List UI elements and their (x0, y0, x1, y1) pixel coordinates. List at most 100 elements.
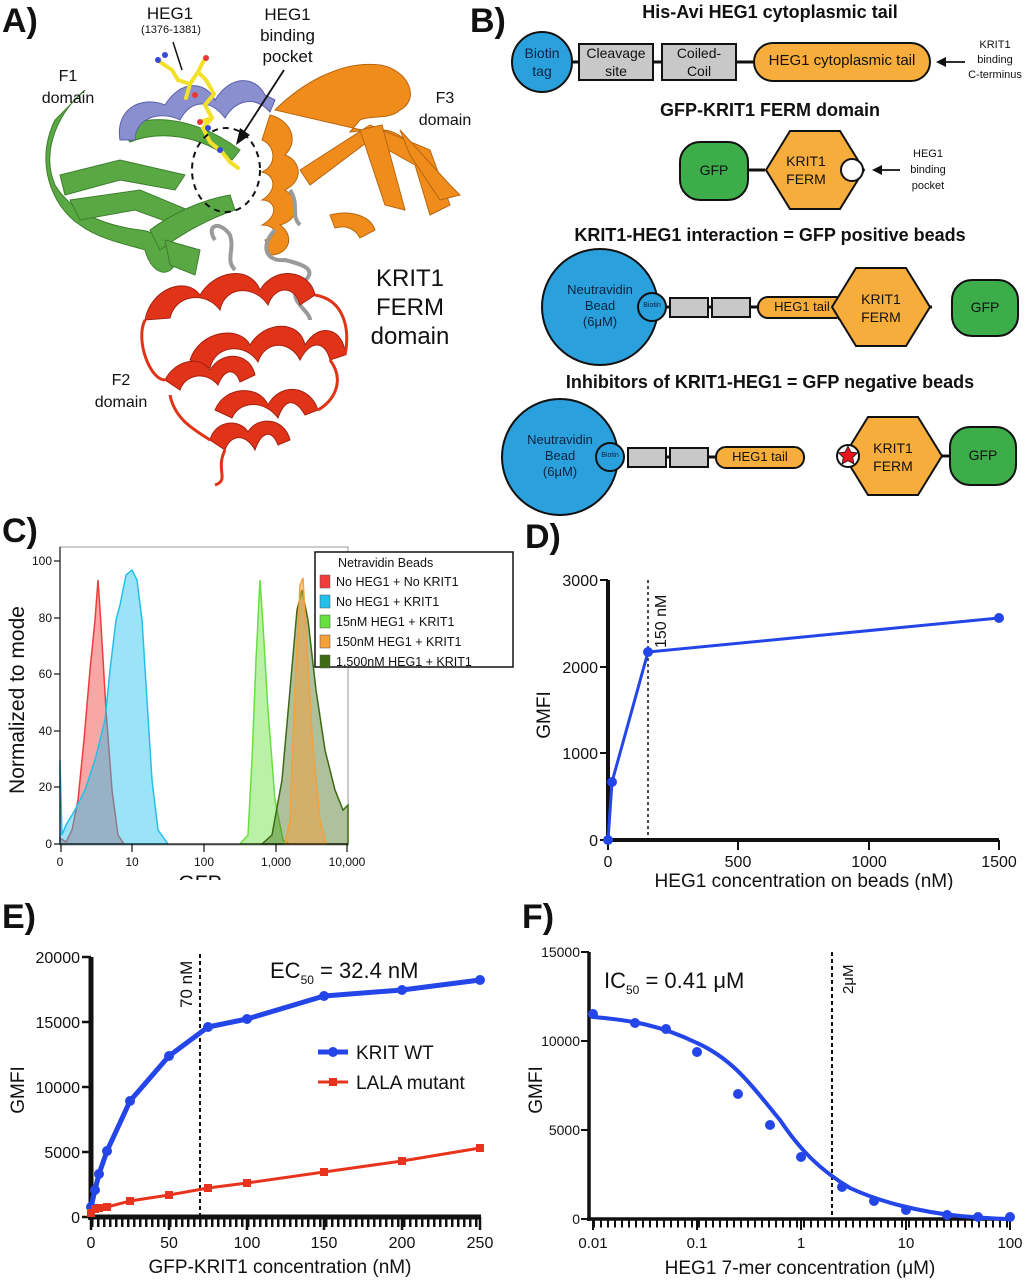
chart-f-y-ticks: 0 5000 10000 15000 (541, 944, 580, 1227)
svg-text:3000: 3000 (562, 573, 598, 590)
krit1-ferm-hexagon-row4 (842, 416, 944, 496)
chart-e-ec50-annotation: EC50 = 32.4 nM (270, 958, 419, 987)
heg1-range-label: (1376-1381) (141, 24, 201, 36)
f3-domain-ribbon (260, 63, 461, 256)
krit1-line2: FERM (786, 171, 826, 187)
construct1-title: His-Avi HEG1 cytoplasmic tail (642, 2, 898, 22)
f2-domain-ribbon (140, 273, 349, 487)
svg-text:10000: 10000 (541, 1033, 580, 1049)
cterm-line1: KRIT1 (979, 39, 1011, 51)
krit1-ferm-label-row2: KRIT1 FERM (776, 152, 836, 188)
coiled-coil-box (661, 43, 737, 81)
svg-text:1500: 1500 (981, 854, 1017, 871)
chart-e-lala-points (87, 1144, 484, 1217)
chart-c-y-ticks: 0 20 40 60 80 100 (32, 554, 52, 851)
pocket-arrow-head-icon (236, 128, 250, 145)
f3-label-line1: F3 (435, 90, 455, 107)
krit1-ferm-structure-illustration (45, 41, 461, 487)
f2-domain-label: F2 domain (86, 370, 156, 414)
interaction-title: KRIT1-HEG1 interaction = GFP positive be… (574, 225, 966, 245)
assay-schematic (501, 31, 1019, 516)
pocket-arrow-line (241, 69, 285, 136)
panel-a-letter: A) (2, 2, 38, 40)
pocket-label-line2: binding (260, 26, 315, 45)
pocket-label-line3: pocket (262, 47, 313, 66)
svg-text:0: 0 (57, 855, 64, 869)
svg-text:10: 10 (898, 1235, 915, 1252)
chart-e-legend: KRIT WT LALA mutant (318, 1043, 466, 1094)
coiled-coil-label: Coiled- Coil (662, 44, 736, 80)
pocket-b-line1: HEG1 (913, 148, 943, 160)
ec50-prefix: EC (270, 958, 301, 983)
krit-label-line1: KRIT1 (375, 265, 444, 292)
svg-text:No HEG1 + No KRIT1: No HEG1 + No KRIT1 (336, 575, 459, 589)
heg1-tail-label-row4: HEG1 tail (732, 449, 788, 464)
chart-e-ylabel: GMFI (8, 1066, 29, 1114)
heg1-peptide-atoms (155, 52, 223, 153)
pocket-b-line3: pocket (911, 180, 945, 192)
pocket-label-line1: HEG1 (264, 5, 311, 24)
heg1-tail-pill-row4 (715, 446, 805, 469)
chart-e-x-ticks: 0 50 100 150 200 250 (87, 1235, 494, 1252)
pocket-b-line2: binding (910, 164, 946, 176)
chart-c-x-ticks: 0 10 100 1,000 10,000 (57, 855, 366, 869)
svg-text:Netravidin Beads: Netravidin Beads (338, 556, 433, 570)
svg-text:0: 0 (589, 833, 598, 850)
chart-e-vline-label: 70 nM (177, 961, 196, 1008)
binding-pocket-label: HEG1 binding pocket (240, 4, 335, 67)
panel-b-letter: B) (470, 2, 506, 40)
svg-text:0: 0 (87, 1235, 96, 1252)
biotin-small-row3 (637, 292, 667, 322)
bead3-line2: Bead (584, 298, 616, 313)
krit-label-line2: FERM (376, 294, 444, 321)
pocket-arrow-icon-b (872, 165, 882, 175)
coil-line2: Coil (686, 63, 712, 79)
svg-text:20000: 20000 (36, 950, 81, 967)
chart-c-legend: Netravidin Beads No HEG1 + No KRIT1 No H… (314, 551, 514, 669)
svg-text:2000: 2000 (562, 660, 598, 677)
svg-text:100: 100 (194, 855, 214, 869)
biotin-small-label-row3: Biotin (643, 302, 661, 309)
chart-d-points (603, 613, 1004, 845)
cterm-line3: C-terminus (968, 69, 1022, 81)
svg-text:15nM HEG1 + KRIT1: 15nM HEG1 + KRIT1 (336, 615, 454, 629)
heg1-pocket-label-b: HEG1 binding pocket (898, 146, 958, 194)
gfp-label-row3: GFP (970, 299, 1000, 315)
chart-c-axes (54, 547, 348, 852)
ic50-value: = 0.41 μM (639, 968, 744, 993)
svg-text:0.1: 0.1 (687, 1235, 708, 1252)
heg1-peptide-label: HEG1 (146, 4, 194, 23)
chart-d-xlabel: HEG1 concentration on beads (nM) (655, 871, 954, 890)
chart-f-xlabel: HEG1 7-mer concentration (μM) (665, 1258, 936, 1279)
svg-text:500: 500 (725, 854, 752, 871)
chart-d-vline-label: 150 nM (653, 595, 670, 648)
f1-label-line1: F1 (58, 68, 78, 85)
gfp-box-row3 (951, 279, 1019, 337)
svg-text:100: 100 (997, 1235, 1022, 1252)
cleavage-line2: site (605, 63, 627, 79)
f1-domain-ribbon (45, 89, 241, 276)
ec50-value: = 32.4 nM (314, 958, 419, 983)
svg-text:5000: 5000 (44, 1145, 80, 1162)
heg1-binding-pocket-circle (840, 158, 864, 182)
series-no-heg1-no-krit1 (59, 579, 126, 845)
ic50-sub: 50 (626, 983, 640, 997)
chart-d-ylabel: GMFI (534, 691, 555, 739)
svg-text:5000: 5000 (549, 1122, 580, 1138)
bead4-line2: Bead (544, 448, 576, 463)
cleavage-site-label: Cleavage site (579, 44, 653, 80)
chart-f-fit-curve (592, 1015, 1011, 1221)
f1-label-line2: domain (41, 90, 95, 107)
chart-d-axes (606, 580, 999, 842)
cterm-line2: binding (977, 54, 1013, 66)
svg-text:10,000: 10,000 (329, 855, 366, 869)
svg-text:50: 50 (160, 1235, 178, 1252)
chart-d-y-ticks: 0 1000 2000 3000 (562, 573, 598, 850)
panel-f-letter: F) (522, 898, 555, 936)
svg-text:40: 40 (39, 724, 53, 738)
krit1-ferm-label-row3: KRIT1 FERM (851, 290, 911, 326)
chart-d-x-ticks: 0 500 1000 1500 (604, 854, 1017, 871)
svg-text:1000: 1000 (851, 854, 887, 871)
svg-text:LALA mutant: LALA mutant (356, 1073, 466, 1094)
